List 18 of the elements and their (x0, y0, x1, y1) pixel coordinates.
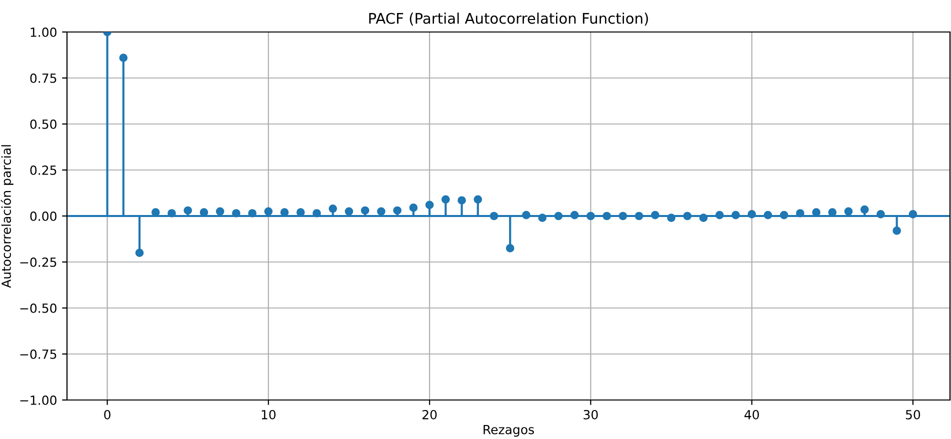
x-axis-title: Rezagos (484, 424, 534, 437)
x-tick-label: 50 (906, 410, 920, 420)
y-tick-label: −0.75 (20, 349, 56, 359)
x-tick-label: 10 (262, 410, 276, 420)
y-tick-label: −0.25 (20, 257, 56, 267)
x-tick-label: 0 (104, 410, 110, 420)
y-tick-label: 1.00 (30, 27, 56, 37)
y-axis-title: Autocorrelación parcial (0, 145, 14, 288)
y-tick-label: −1.00 (20, 395, 56, 405)
chart-title: PACF (Partial Autocorrelation Function) (369, 12, 648, 26)
y-tick-label: 0.75 (30, 73, 56, 83)
y-tick-label: 0.50 (30, 119, 56, 129)
y-tick-label: 0.00 (30, 211, 56, 221)
x-tick-label: 40 (744, 410, 759, 420)
y-tick-label: 0.25 (30, 165, 56, 175)
y-tick-label: −0.50 (20, 303, 56, 313)
x-tick-label: 30 (584, 410, 598, 420)
x-tick-label: 20 (422, 410, 437, 420)
